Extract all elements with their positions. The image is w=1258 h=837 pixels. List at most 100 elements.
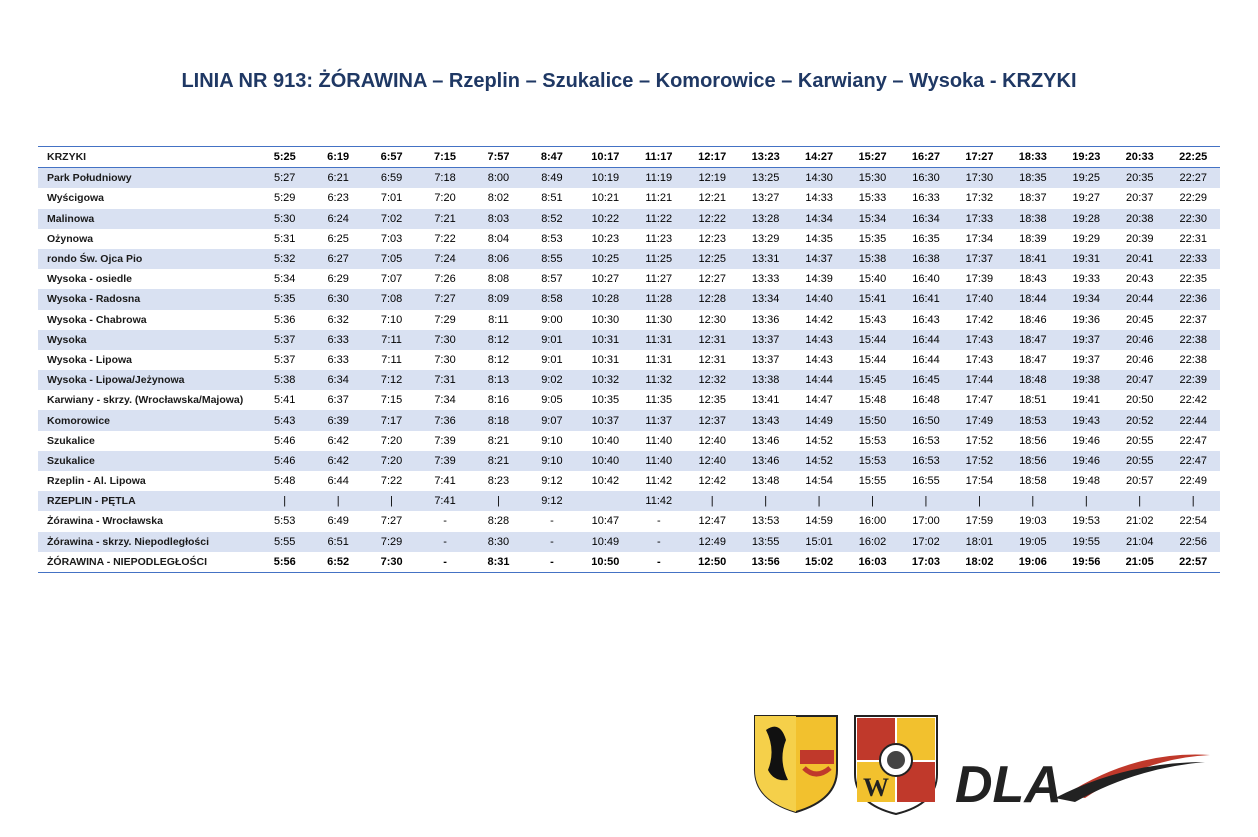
departure-time: 7:36 — [418, 410, 472, 431]
stop-name: Wysoka - Lipowa — [47, 353, 132, 366]
stop-name: Wysoka - Lipowa/Jeżynowa — [38, 370, 258, 391]
departure-time: 8:53 — [541, 232, 563, 245]
departure-time: 7:11 — [381, 353, 402, 366]
departure-time: 12:31 — [698, 353, 726, 366]
dla-logo: DLA — [955, 754, 1210, 814]
departure-time: 15:30 — [845, 167, 900, 189]
departure-time: 6:24 — [311, 208, 365, 229]
departure-time: 16:40 — [912, 273, 940, 286]
departure-time: 18:38 — [1006, 208, 1060, 229]
departure-time: 8:12 — [471, 329, 526, 350]
departure-time: 12:40 — [685, 450, 739, 471]
departure-time: 15:48 — [858, 394, 887, 407]
departure-time: 6:19 — [311, 145, 365, 169]
stop-name: Żórawina - Wrocławska — [47, 515, 163, 528]
departure-time: 5:36 — [274, 313, 296, 326]
departure-time: 18:48 — [1006, 370, 1060, 391]
departure-time — [578, 491, 633, 512]
departure-time: 11:23 — [645, 232, 673, 245]
departure-time: 22:37 — [1179, 313, 1207, 326]
departure-time: 14:49 — [792, 410, 846, 431]
departure-time: 5:34 — [274, 273, 296, 286]
departure-time: 15:27 — [845, 145, 900, 169]
departure-time: 7:41 — [418, 491, 472, 512]
departure-time: 7:29 — [364, 531, 419, 552]
departure-time: 18:56 — [1019, 434, 1047, 447]
departure-time: 10:49 — [578, 531, 633, 552]
departure-time: 20:45 — [1125, 313, 1154, 326]
departure-time: | — [738, 491, 793, 512]
departure-time: 19:03 — [1019, 515, 1047, 528]
departure-time: 9:02 — [525, 370, 579, 391]
departure-time: 12:50 — [685, 551, 739, 573]
departure-time: 17:42 — [965, 313, 994, 326]
departure-time: 19:37 — [1072, 353, 1101, 366]
row: Park Południowy 5:27 6:21 6:59 7:18 8:00 8:49 1… — [38, 167, 1220, 189]
departure-time: 10:21 — [591, 192, 620, 205]
departure-time: 12:28 — [685, 289, 739, 310]
departure-time: 14:27 — [792, 145, 846, 169]
departure-time: 7:21 — [418, 208, 472, 229]
departure-time: 7:07 — [380, 273, 403, 286]
departure-time: 7:30 — [364, 551, 419, 573]
departure-time: 10:27 — [591, 273, 620, 286]
departure-time: 12:21 — [698, 192, 726, 205]
departure-time: 19:53 — [1072, 515, 1101, 528]
departure-time: 20:47 — [1113, 370, 1167, 391]
departure-time: 19:36 — [1072, 313, 1101, 326]
row: Wysoka - Lipowa/Jeżynowa 5:38 6:34 7:12 7:31… — [38, 370, 1220, 391]
departure-time: 8:08 — [487, 273, 510, 286]
departure-time: 21:04 — [1113, 531, 1167, 552]
coat-of-arms-county — [754, 715, 838, 814]
departure-time: 21:02 — [1125, 515, 1154, 528]
departure-time: 8:09 — [471, 289, 526, 310]
departure-time: 6:59 — [364, 167, 419, 189]
departure-time: 11:31 — [645, 353, 673, 366]
departure-time: 18:02 — [952, 551, 1007, 573]
departure-time: | — [845, 491, 900, 512]
departure-time: - — [656, 515, 661, 528]
departure-time: 20:55 — [1113, 450, 1167, 471]
departure-time: 10:31 — [578, 329, 633, 350]
departure-time: 6:49 — [327, 515, 349, 528]
departure-time: 13:43 — [738, 410, 793, 431]
departure-time: 16:50 — [899, 410, 953, 431]
departure-time: 11:17 — [632, 145, 686, 169]
departure-time: 16:02 — [845, 531, 900, 552]
logos: W DLA — [754, 715, 1210, 816]
departure-time: - — [525, 551, 579, 573]
departure-time: 11:42 — [632, 491, 686, 512]
departure-time: 14:44 — [792, 370, 846, 391]
departure-time: 13:55 — [738, 531, 793, 552]
departure-time: 7:08 — [364, 289, 419, 310]
departure-time: 22:38 — [1166, 329, 1220, 350]
departure-time: - — [443, 515, 447, 528]
departure-time: 5:31 — [274, 232, 296, 245]
departure-time: 17:27 — [952, 145, 1007, 169]
departure-time: 7:20 — [364, 450, 419, 471]
departure-time: 16:44 — [899, 329, 953, 350]
departure-time: 20:50 — [1125, 394, 1154, 407]
departure-time: 13:34 — [738, 289, 793, 310]
row: Szukalice 5:46 6:42 7:20 7:39 8:21 9:10 10:40 11… — [38, 431, 1220, 451]
stop-name: Wysoka - osiedle — [47, 273, 133, 286]
departure-time: 9:05 — [541, 394, 563, 407]
departure-time: 17:52 — [965, 434, 994, 447]
departure-time: 19:43 — [1059, 410, 1113, 431]
departure-time: 10:37 — [578, 410, 633, 431]
departure-time: | — [952, 491, 1007, 512]
departure-time: 14:34 — [792, 208, 846, 229]
departure-time: 19:46 — [1059, 450, 1113, 471]
departure-time: 18:01 — [952, 531, 1007, 552]
departure-time: 17:43 — [965, 353, 994, 366]
departure-time: 17:54 — [965, 475, 994, 488]
departure-time: 8:18 — [471, 410, 526, 431]
departure-time: 17:39 — [965, 273, 994, 286]
departure-time: 17:34 — [965, 232, 994, 245]
departure-time: 5:41 — [274, 394, 296, 407]
departure-time: 14:40 — [792, 289, 846, 310]
departure-time: 6:33 — [311, 329, 365, 350]
departure-time: 13:25 — [738, 167, 793, 189]
departure-time: 8:28 — [487, 515, 510, 528]
row: Ożynowa 5:31 6:25 7:03 7:22 8:04 8:53 10:23 11:2… — [38, 229, 1220, 249]
